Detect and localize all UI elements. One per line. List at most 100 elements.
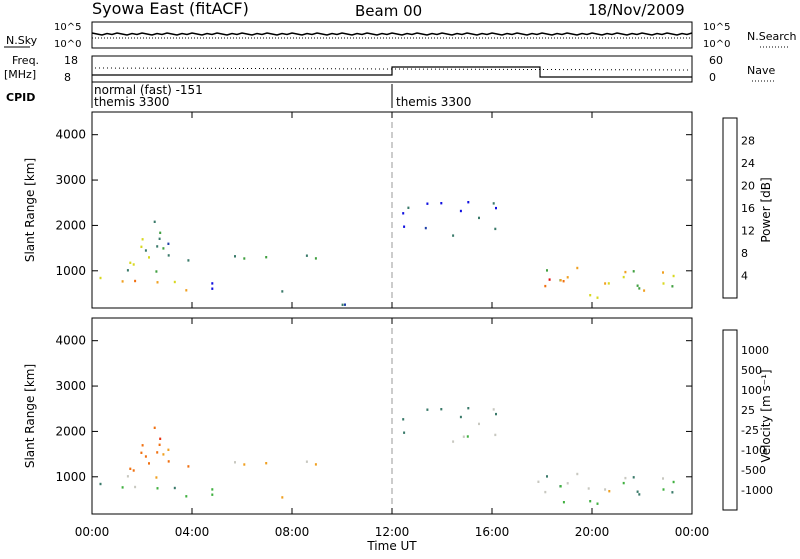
cell-1-0 [121,486,124,489]
cell-0-1 [129,261,132,264]
cell-0-6 [426,202,429,205]
cell-1-6 [596,502,599,505]
noise-tick-left-top: 10^5 [54,22,81,33]
cell-0-7 [672,274,675,278]
cell-1-4 [211,493,214,496]
colorbar-tick: -500 [741,464,766,477]
nave-tick-top: 60 [709,54,723,67]
y-tick-labels: 1000 2000 3000 4000 1000 2000 3000 4000 [55,128,692,484]
cell-0-0 [156,281,159,284]
freq-unit-label: [MHz] [4,68,36,81]
cell-1-2 [167,460,170,463]
cell-1-6 [537,480,540,483]
cell-0-6 [452,234,455,237]
cell-0-2 [153,220,156,223]
noise-panel [91,21,693,49]
freq-panel [91,55,693,83]
cell-0-7 [596,296,599,299]
cell-0-7 [643,289,646,292]
colorbar-tick: -1000 [741,484,773,497]
colorbar-tick: 24 [741,157,755,170]
cell-0-6 [495,206,497,210]
cell-0-1 [162,247,165,250]
cell-1-3 [243,463,246,466]
cell-1-6 [604,488,607,491]
cell-1-3 [265,462,268,465]
cell-0-3 [305,254,308,257]
cell-0-7 [576,266,579,270]
y-tick-label: 4000 [55,128,86,142]
cell-0-0 [99,276,102,280]
cell-1-2 [144,455,147,458]
cell-1-5 [452,440,455,443]
cell-1-6 [589,500,592,503]
cell-0-8 [544,284,547,288]
cell-1-4 [211,488,214,491]
colorbar-tick: 25 [741,404,755,417]
colorbar-tick: 8 [741,247,748,260]
station-title: Syowa East (fitACF) [92,0,249,18]
cell-1-6 [672,480,675,484]
x-tick-label: 00:00 [675,525,710,539]
cpid-entry-2: themis 3300 [94,95,169,109]
cell-1-6 [662,488,665,491]
x-tick-label: 04:00 [175,525,210,539]
date-title: 18/Nov/2009 [588,1,685,19]
x-tick-label: 20:00 [575,525,610,539]
cell-0-1 [132,263,135,266]
cell-1-3 [234,461,236,464]
cell-0-7 [638,287,641,290]
nave-label: Nave [747,64,775,77]
colorbar-tick: -100 [741,444,766,457]
colorbar-tick: 100 [741,384,762,397]
cell-1-3 [314,463,317,466]
cell-0-6 [492,202,495,205]
cell-1-7 [608,490,611,493]
cell-0-7 [566,276,569,279]
cell-0-6 [494,227,497,231]
cell-1-6 [636,490,639,493]
cell-0-8 [562,280,565,283]
cell-0-6 [424,226,427,230]
power-frame [91,111,693,309]
velocity-scatter [99,407,675,505]
freq-trace [92,66,692,78]
noise-tick-right-top: 10^5 [703,22,730,33]
cell-0-7 [632,270,635,273]
cell-0-6 [407,206,410,209]
cell-0-7 [589,294,592,297]
cell-0-4 [281,290,284,293]
cell-1-2 [153,426,156,429]
y-tick-label: 3000 [55,173,86,187]
cell-0-2 [167,254,170,257]
cell-0-4 [211,282,214,285]
cell-0-7 [624,270,627,274]
beam-title: Beam 00 [355,2,422,20]
freq-tick-bottom: 8 [64,71,71,84]
cell-1-0 [173,486,176,490]
cell-1-4 [281,496,284,499]
cell-1-6 [566,482,569,485]
noise-tick-left-bottom: 10^0 [54,39,81,50]
cell-1-6 [546,475,548,478]
cell-1-6 [671,491,674,494]
cell-1-5 [403,431,406,434]
y-tick-label: 2000 [55,424,86,438]
cell-1-2 [187,465,190,468]
cell-0-1 [141,238,144,241]
cell-1-0 [134,485,137,489]
colorbar-frame [722,329,738,511]
cell-1-5 [466,435,469,438]
power-scatter [99,201,675,306]
cell-0-1 [140,245,143,248]
y-tick-label: 4000 [55,334,86,348]
cell-0-1 [126,269,129,272]
cell-1-6 [562,501,565,504]
colorbar-tick: 28 [741,135,755,148]
x-tick-label: 08:00 [275,525,310,539]
cell-0-7 [662,271,664,274]
colorbar-tick: -25 [741,424,759,437]
x-axis-label: Time UT [366,539,417,553]
velocity-panel [91,317,693,515]
